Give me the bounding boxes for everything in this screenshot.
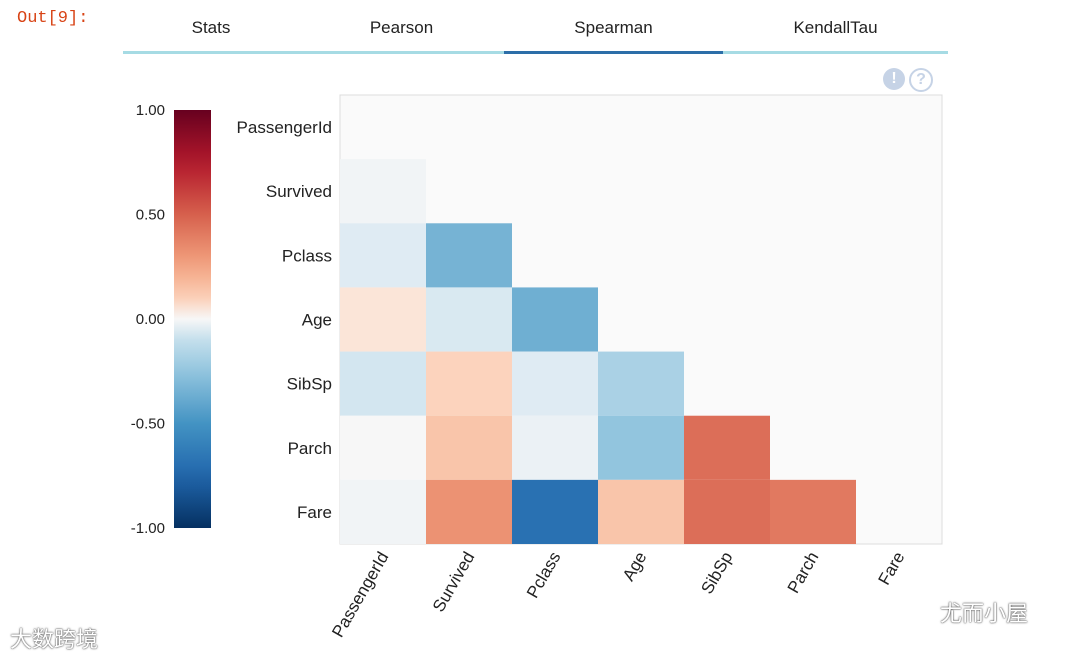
heatmap-cell bbox=[340, 479, 426, 544]
warning-icon[interactable]: ! bbox=[883, 68, 905, 90]
y-tick-label: PassengerId bbox=[237, 118, 332, 137]
heatmap-cell bbox=[340, 351, 426, 416]
tab-kendalltau[interactable]: KendallTau bbox=[723, 14, 948, 54]
y-tick-label: Age bbox=[302, 311, 332, 330]
colorbar-tick-label: 0.00 bbox=[136, 311, 165, 328]
colorbar-tick-label: 1.00 bbox=[136, 102, 165, 119]
heatmap-cell bbox=[426, 287, 512, 352]
y-tick-label: SibSp bbox=[287, 375, 332, 394]
correlation-tabs: Stats Pearson Spearman KendallTau bbox=[123, 14, 948, 54]
heatmap-cell bbox=[426, 223, 512, 288]
colorbar-tick-label: -1.00 bbox=[131, 520, 165, 537]
heatmap-cell bbox=[598, 415, 684, 480]
y-tick-label: Fare bbox=[297, 503, 332, 522]
heatmap-cell bbox=[512, 415, 598, 480]
x-tick-label: Age bbox=[619, 549, 651, 585]
x-tick-label: Parch bbox=[784, 549, 823, 597]
watermark-left: 大数跨境 bbox=[10, 627, 99, 652]
colorbar-tick-label: 0.50 bbox=[136, 207, 165, 224]
heatmap-cell bbox=[426, 415, 512, 480]
heatmap-cell bbox=[598, 479, 684, 544]
y-tick-label: Parch bbox=[288, 439, 332, 458]
y-tick-label: Pclass bbox=[282, 246, 332, 265]
heatmap-cell bbox=[340, 415, 426, 480]
x-tick-label: Pclass bbox=[523, 549, 564, 602]
x-tick-label: PassengerId bbox=[328, 549, 392, 641]
heatmap-cell bbox=[684, 415, 770, 480]
heatmap-cell bbox=[340, 223, 426, 288]
colorbar-tick-label: -0.50 bbox=[131, 416, 165, 433]
heatmap-cell bbox=[512, 479, 598, 544]
tab-pearson[interactable]: Pearson bbox=[299, 14, 504, 54]
y-tick-label: Survived bbox=[266, 182, 332, 201]
heatmap-cell bbox=[340, 159, 426, 224]
output-prompt: Out[9]: bbox=[17, 9, 89, 28]
heatmap-cell bbox=[426, 479, 512, 544]
heatmap-cell bbox=[512, 287, 598, 352]
heatmap-cell bbox=[340, 287, 426, 352]
heatmap-cell bbox=[426, 351, 512, 416]
heatmap-cell bbox=[684, 479, 770, 544]
colorbar bbox=[174, 110, 211, 528]
help-icon[interactable]: ? bbox=[909, 68, 933, 92]
x-tick-label: SibSp bbox=[697, 549, 736, 598]
heatmap-cell bbox=[512, 351, 598, 416]
x-tick-label: Fare bbox=[875, 549, 909, 589]
heatmap-cell bbox=[770, 479, 856, 544]
heatmap-cell bbox=[598, 351, 684, 416]
x-tick-label: Survived bbox=[429, 549, 479, 616]
watermark-right: 尤而小屋 bbox=[940, 601, 1029, 626]
tab-stats[interactable]: Stats bbox=[123, 14, 299, 54]
tab-spearman[interactable]: Spearman bbox=[504, 14, 723, 54]
